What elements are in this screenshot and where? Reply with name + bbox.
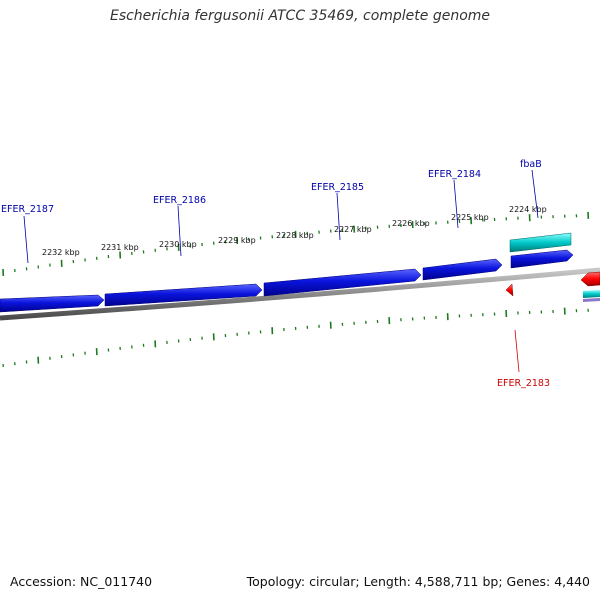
tick-label-2230: 2230 kbp <box>159 240 197 249</box>
tick-label-2225: 2225 kbp <box>451 213 489 222</box>
label-efer-2185[interactable]: EFER_2185 <box>311 182 364 193</box>
tick-label-2227: 2227 kbp <box>334 225 372 234</box>
label-efer-2184[interactable]: EFER_2184 <box>428 169 481 180</box>
feature-violet-right-edge <box>583 298 600 302</box>
gene-efer-2185[interactable] <box>263 268 422 297</box>
outer-scale-ticks <box>2 211 590 277</box>
tick-label-2226: 2226 kbp <box>392 219 430 228</box>
reverse-genes <box>505 271 600 297</box>
accession-text: Accession: NC_011740 <box>10 574 153 589</box>
label-efer-2187[interactable]: EFER_2187 <box>1 204 54 215</box>
tick-label-2231: 2231 kbp <box>101 243 139 252</box>
gene-efer-2183[interactable] <box>505 283 514 297</box>
tick-label-2229: 2229 kbp <box>218 236 256 245</box>
label-fbab[interactable]: fbaB <box>520 159 542 170</box>
gene-efer-2184[interactable] <box>422 258 503 281</box>
scale-labels: 2232 kbp 2231 kbp 2230 kbp 2229 kbp 2228… <box>42 205 547 257</box>
genome-backbone <box>0 267 600 321</box>
label-efer-2183[interactable]: EFER_2183 <box>497 378 550 389</box>
gene-labels: EFER_2187 EFER_2186 EFER_2185 EFER_2184 … <box>1 159 550 389</box>
gene-efer-2187[interactable] <box>0 294 105 313</box>
gene-reverse-right-edge[interactable] <box>580 271 600 287</box>
tick-label-2224: 2224 kbp <box>509 205 547 214</box>
inner-scale-ticks <box>2 307 589 368</box>
label-efer-2186[interactable]: EFER_2186 <box>153 195 206 206</box>
map-title: Escherichia fergusonii ATCC 35469, compl… <box>109 8 491 24</box>
forward-genes <box>0 249 574 313</box>
gene-fbab[interactable] <box>510 249 574 269</box>
tick-label-2228: 2228 kbp <box>276 231 314 240</box>
feature-cyan-right-edge <box>583 290 600 298</box>
feature-cyan-track[interactable] <box>509 232 572 253</box>
gene-efer-2186[interactable] <box>104 283 263 307</box>
genome-summary-text: Topology: circular; Length: 4,588,711 bp… <box>246 574 590 589</box>
tick-label-2232: 2232 kbp <box>42 248 80 257</box>
